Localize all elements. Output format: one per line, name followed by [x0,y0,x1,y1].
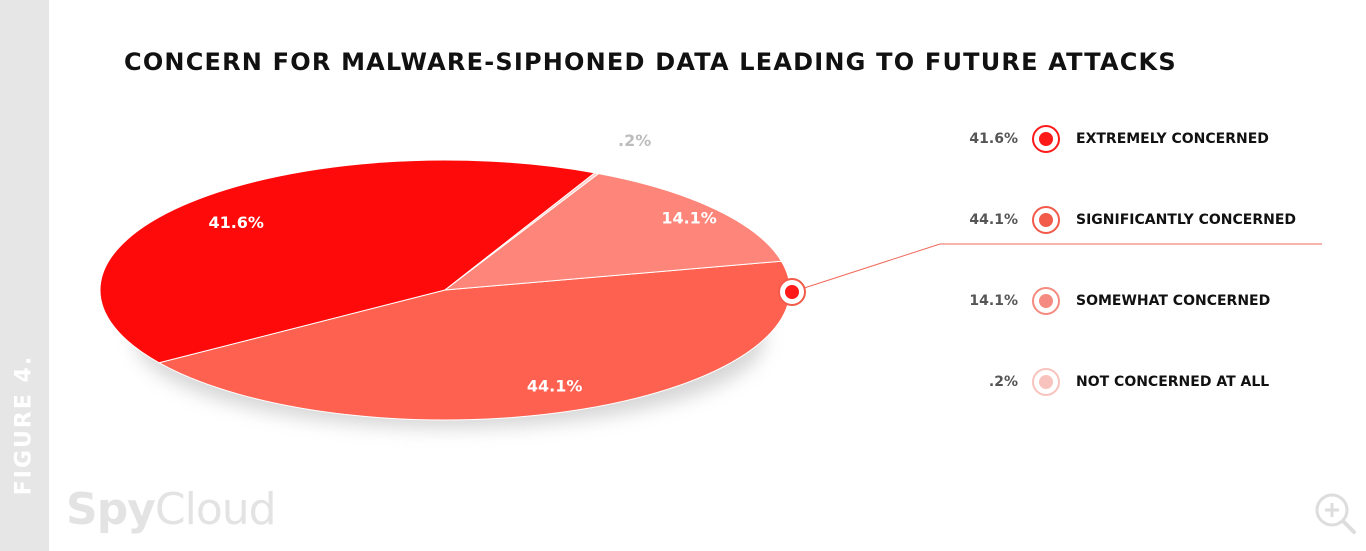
pie-slice-extremely [99,159,596,364]
legend-marker-icon [1032,368,1060,396]
legend-value: 14.1% [969,293,1018,309]
slice-label-somewhat: 14.1% [661,209,717,228]
legend-item-significantly: 44.1% SIGNIFICANTLY CONCERNED [960,206,1320,234]
legend-item-not-at-all: .2% NOT CONCERNED AT ALL [960,368,1320,396]
slice-label-not-at-all: .2% [618,131,651,150]
legend-value: 44.1% [969,212,1018,228]
pie-slice-significantly [157,260,791,421]
zoom-in-icon[interactable] [1312,490,1358,536]
chart-title: CONCERN FOR MALWARE-SIPHONED DATA LEADIN… [124,48,1177,76]
legend-value: 41.6% [969,131,1018,147]
spycloud-logo: SpyCloud [66,484,277,535]
legend-marker-icon [1032,125,1060,153]
legend-value: .2% [988,374,1018,390]
legend-label: EXTREMELY CONCERNED [1076,131,1269,147]
slice-label-significantly: 44.1% [527,376,583,395]
callout-dot [785,285,799,299]
legend-label: NOT CONCERNED AT ALL [1076,374,1270,390]
slice-label-extremely: 41.6% [208,213,264,232]
legend-label: SOMEWHAT CONCERNED [1076,293,1271,309]
pie-slice-somewhat [443,173,783,291]
legend-marker-icon [1032,206,1060,234]
legend-item-extremely: 41.6% EXTREMELY CONCERNED [960,125,1320,153]
legend-label: SIGNIFICANTLY CONCERNED [1076,212,1297,228]
legend-marker-icon [1032,287,1060,315]
callout-line [797,243,941,291]
side-strip: FIGURE 4. [0,0,49,551]
legend-item-somewhat: 14.1% SOMEWHAT CONCERNED [960,287,1320,315]
